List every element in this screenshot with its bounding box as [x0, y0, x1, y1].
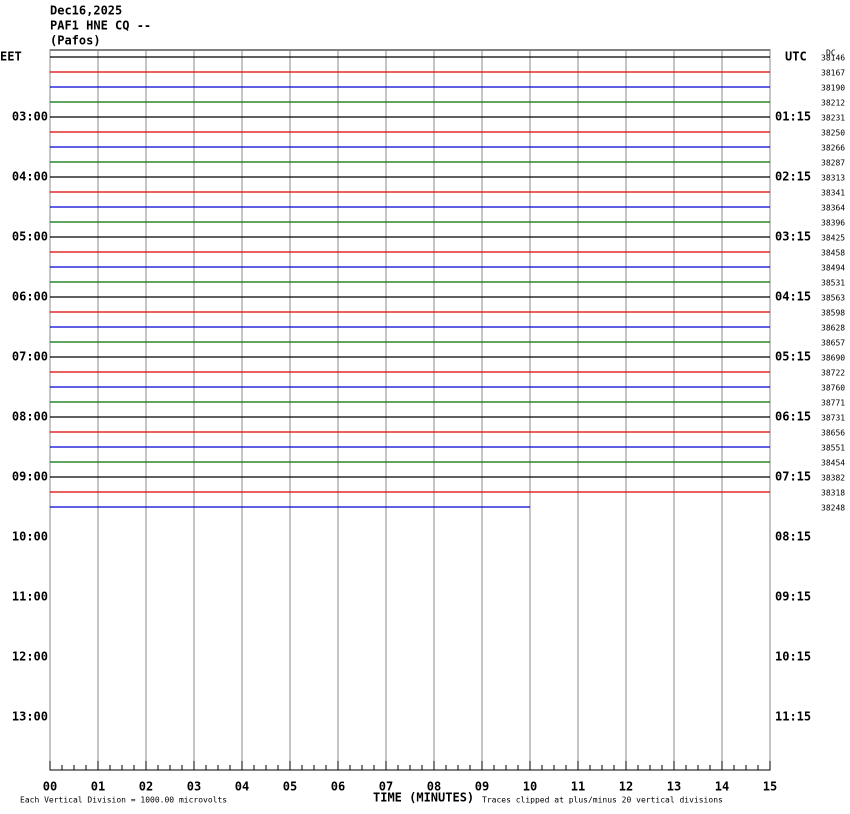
dc-value: 38396: [821, 219, 845, 228]
dc-value: 38425: [821, 234, 845, 243]
left-hour-label: 13:00: [12, 710, 48, 724]
dc-value: 38313: [821, 174, 845, 183]
x-title: TIME (MINUTES): [373, 791, 474, 805]
x-tick-label: 15: [763, 780, 777, 794]
scale-note: Each Vertical Division = 1000.00 microvo…: [20, 796, 227, 805]
utc-label: UTC: [785, 50, 807, 64]
left-hour-label: 12:00: [12, 650, 48, 664]
date: Dec16,2025: [50, 4, 122, 18]
dc-value: 38771: [821, 399, 845, 408]
dc-value: 38382: [821, 474, 845, 483]
left-hour-label: 06:00: [12, 290, 48, 304]
dc-value: 38287: [821, 159, 845, 168]
dc-value: 38760: [821, 384, 845, 393]
x-tick-label: 03: [187, 780, 201, 794]
x-tick-label: 09: [475, 780, 489, 794]
left-hour-label: 09:00: [12, 470, 48, 484]
x-tick-label: 00: [43, 780, 57, 794]
right-hour-label: 09:15: [775, 590, 811, 604]
dc-value: 38454: [821, 459, 845, 468]
dc-value: 38657: [821, 339, 845, 348]
right-hour-label: 11:15: [775, 710, 811, 724]
x-tick-label: 08: [427, 780, 441, 794]
location: (Pafos): [50, 34, 101, 48]
x-tick-label: 07: [379, 780, 393, 794]
left-hour-label: 11:00: [12, 590, 48, 604]
dc-value: 38690: [821, 354, 845, 363]
dc-value: 38341: [821, 189, 845, 198]
right-hour-label: 07:15: [775, 470, 811, 484]
dc-value: 38248: [821, 504, 845, 513]
x-tick-label: 13: [667, 780, 681, 794]
left-hour-label: 07:00: [12, 350, 48, 364]
dc-value: 38458: [821, 249, 845, 258]
right-hour-label: 03:15: [775, 230, 811, 244]
x-tick-label: 12: [619, 780, 633, 794]
dc-value: 38551: [821, 444, 845, 453]
x-tick-label: 01: [91, 780, 105, 794]
right-hour-label: 04:15: [775, 290, 811, 304]
right-hour-label: 10:15: [775, 650, 811, 664]
dc-value: 38190: [821, 84, 845, 93]
dc-value: 38563: [821, 294, 845, 303]
dc-value: 38722: [821, 369, 845, 378]
dc-value: 38250: [821, 129, 845, 138]
station: PAF1 HNE CQ --: [50, 19, 151, 33]
dc-value: 38146: [821, 54, 845, 63]
right-hour-label: 06:15: [775, 410, 811, 424]
x-tick-label: 10: [523, 780, 537, 794]
left-hour-label: 08:00: [12, 410, 48, 424]
x-tick-label: 05: [283, 780, 297, 794]
left-hour-label: 03:00: [12, 110, 48, 124]
x-tick-label: 06: [331, 780, 345, 794]
dc-value: 38167: [821, 69, 845, 78]
left-hour-label: 05:00: [12, 230, 48, 244]
dc-value: 38598: [821, 309, 845, 318]
dc-value: 38231: [821, 114, 845, 123]
plot-frame: [49, 49, 771, 771]
dc-value: 38628: [821, 324, 845, 333]
left-hour-label: 10:00: [12, 530, 48, 544]
right-hour-label: 08:15: [775, 530, 811, 544]
dc-value: 38266: [821, 144, 845, 153]
clip-note: Traces clipped at plus/minus 20 vertical…: [482, 796, 723, 805]
x-tick-label: 02: [139, 780, 153, 794]
dc-value: 38364: [821, 204, 845, 213]
dc-value: 38494: [821, 264, 845, 273]
x-tick-label: 04: [235, 780, 249, 794]
x-tick-label: 11: [571, 780, 585, 794]
dc-value: 38731: [821, 414, 845, 423]
dc-value: 38656: [821, 429, 845, 438]
dc-label: DC: [826, 49, 836, 58]
x-tick-label: 14: [715, 780, 729, 794]
eet-label: EET: [0, 50, 22, 64]
dc-value: 38318: [821, 489, 845, 498]
dc-value: 38531: [821, 279, 845, 288]
left-hour-label: 04:00: [12, 170, 48, 184]
right-hour-label: 01:15: [775, 110, 811, 124]
right-hour-label: 05:15: [775, 350, 811, 364]
right-hour-label: 02:15: [775, 170, 811, 184]
dc-value: 38212: [821, 99, 845, 108]
